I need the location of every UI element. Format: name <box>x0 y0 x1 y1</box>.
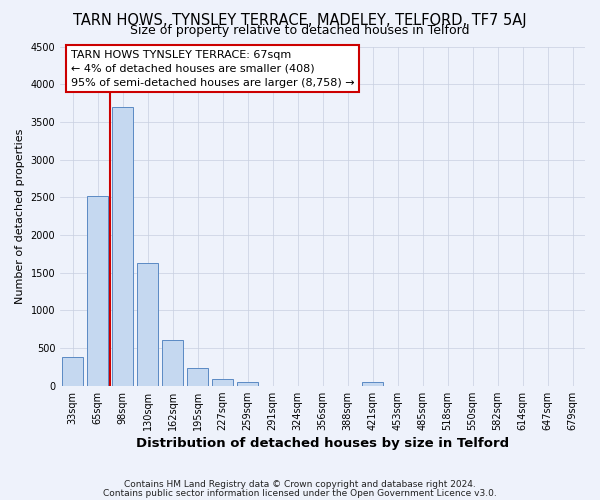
Bar <box>137 263 158 386</box>
Bar <box>87 196 108 386</box>
Text: Contains public sector information licensed under the Open Government Licence v3: Contains public sector information licen… <box>103 488 497 498</box>
Text: TARN HOWS, TYNSLEY TERRACE, MADELEY, TELFORD, TF7 5AJ: TARN HOWS, TYNSLEY TERRACE, MADELEY, TEL… <box>73 12 527 28</box>
Bar <box>362 382 383 386</box>
Bar <box>112 107 133 386</box>
Bar <box>162 340 183 386</box>
Bar <box>62 357 83 386</box>
X-axis label: Distribution of detached houses by size in Telford: Distribution of detached houses by size … <box>136 437 509 450</box>
Text: TARN HOWS TYNSLEY TERRACE: 67sqm
← 4% of detached houses are smaller (408)
95% o: TARN HOWS TYNSLEY TERRACE: 67sqm ← 4% of… <box>71 50 354 88</box>
Bar <box>212 379 233 386</box>
Bar <box>237 382 258 386</box>
Text: Size of property relative to detached houses in Telford: Size of property relative to detached ho… <box>130 24 470 37</box>
Bar <box>187 368 208 386</box>
Text: Contains HM Land Registry data © Crown copyright and database right 2024.: Contains HM Land Registry data © Crown c… <box>124 480 476 489</box>
Y-axis label: Number of detached properties: Number of detached properties <box>15 128 25 304</box>
